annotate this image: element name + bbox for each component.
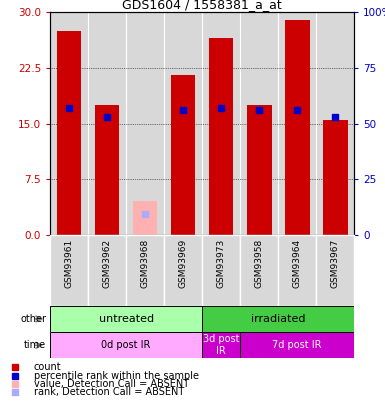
FancyBboxPatch shape (50, 235, 88, 306)
Text: irradiated: irradiated (251, 314, 305, 324)
FancyBboxPatch shape (164, 235, 202, 306)
Text: untreated: untreated (99, 314, 154, 324)
Text: time: time (24, 340, 46, 350)
Bar (240, 332, 354, 358)
Text: 0d post IR: 0d post IR (101, 340, 151, 350)
Title: GDS1604 / 1558381_a_at: GDS1604 / 1558381_a_at (122, 0, 282, 11)
FancyBboxPatch shape (278, 235, 316, 306)
Text: GSM93958: GSM93958 (254, 239, 264, 288)
Bar (57, 31, 81, 235)
Bar (50, 306, 202, 332)
FancyBboxPatch shape (126, 235, 164, 306)
Text: 7d post IR: 7d post IR (273, 340, 322, 350)
FancyBboxPatch shape (202, 235, 240, 306)
Text: percentile rank within the sample: percentile rank within the sample (33, 371, 199, 381)
Text: GSM93969: GSM93969 (179, 239, 187, 288)
Bar (202, 332, 240, 358)
Text: count: count (33, 362, 61, 372)
Bar (202, 306, 354, 332)
FancyBboxPatch shape (88, 235, 126, 306)
Text: other: other (20, 314, 46, 324)
Text: GSM93964: GSM93964 (293, 239, 302, 288)
Text: rank, Detection Call = ABSENT: rank, Detection Call = ABSENT (33, 388, 184, 397)
Text: GSM93973: GSM93973 (217, 239, 226, 288)
FancyBboxPatch shape (240, 235, 278, 306)
Text: GSM93968: GSM93968 (141, 239, 150, 288)
Bar (323, 120, 348, 235)
Bar (247, 105, 271, 235)
FancyBboxPatch shape (316, 235, 354, 306)
Bar (95, 105, 119, 235)
Bar (50, 332, 202, 358)
Text: value, Detection Call = ABSENT: value, Detection Call = ABSENT (33, 379, 189, 389)
Text: GSM93961: GSM93961 (65, 239, 74, 288)
Bar (171, 75, 196, 235)
Text: GSM93962: GSM93962 (102, 239, 112, 288)
Text: 3d post
IR: 3d post IR (203, 335, 239, 356)
Bar (209, 38, 233, 235)
Text: GSM93967: GSM93967 (331, 239, 340, 288)
Bar (285, 19, 310, 235)
Bar (133, 202, 157, 235)
